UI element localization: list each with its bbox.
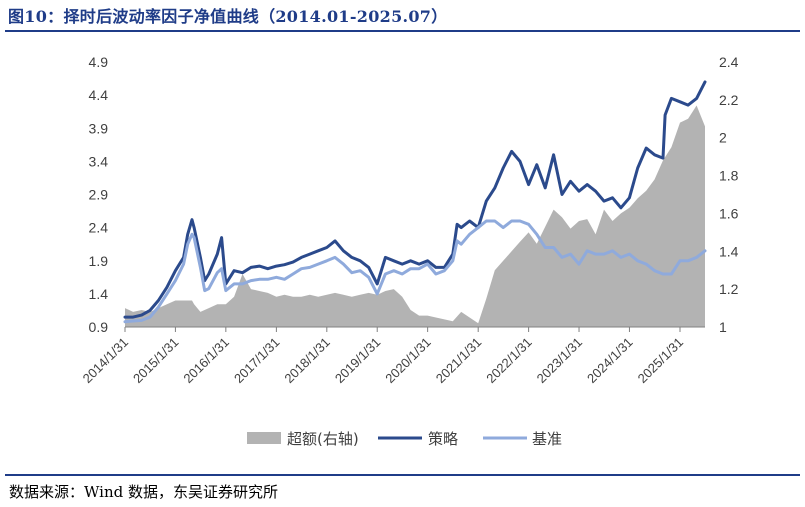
y-left-tick-label: 0.9 [89, 319, 109, 335]
x-tick-label: 2024/1/31 [584, 335, 636, 387]
x-tick-label: 2021/1/31 [433, 335, 485, 387]
benchmark-line [123, 219, 707, 324]
x-tick-label: 2023/1/31 [534, 335, 586, 387]
x-tick-label: 2016/1/31 [180, 335, 232, 387]
x-tick-label: 2020/1/31 [382, 335, 434, 387]
legend-label: 超额(右轴) [287, 430, 359, 448]
legend-label: 基准 [532, 430, 562, 448]
y-left-tick-label: 1.9 [89, 253, 109, 269]
y-right-tick-label: 2.4 [719, 54, 739, 70]
y-left-tick-label: 4.4 [89, 87, 109, 103]
title-rule [5, 30, 800, 32]
x-tick-label: 2025/1/31 [635, 335, 687, 387]
source-rule [5, 474, 800, 476]
x-tick-label: 2014/1/31 [80, 335, 132, 387]
line-series-layer [123, 80, 707, 324]
excess-area [125, 105, 705, 327]
x-tick-label: 2018/1/31 [281, 335, 333, 387]
y-axis-left: 0.9 1.4 1.9 2.4 2.9 3.4 3.9 4.4 4.9 [89, 54, 109, 335]
x-tick-label: 2015/1/31 [130, 335, 182, 387]
y-left-tick-label: 3.4 [89, 153, 109, 169]
y-left-tick-label: 4.9 [89, 54, 109, 70]
x-tick-label: 2017/1/31 [231, 335, 283, 387]
x-tick-label: 2022/1/31 [483, 335, 535, 387]
y-right-tick-label: 1.8 [719, 168, 739, 184]
y-left-tick-label: 3.9 [89, 120, 109, 136]
strategy-line [123, 80, 707, 319]
y-right-tick-label: 2 [719, 130, 727, 146]
y-left-tick-label: 1.4 [89, 286, 109, 302]
legend: 超额(右轴) 策略 基准 [247, 430, 562, 448]
legend-swatch-excess [247, 432, 281, 444]
figure-title: 图10：择时后波动率因子净值曲线（2014.01-2025.07） [8, 7, 448, 26]
y-left-tick-label: 2.9 [89, 187, 109, 203]
x-tick-label: 2019/1/31 [332, 335, 384, 387]
y-axis-right: 1 1.2 1.4 1.6 1.8 2 2.2 2.4 [719, 54, 739, 335]
y-right-tick-label: 1 [719, 319, 727, 335]
legend-label: 策略 [428, 430, 458, 448]
y-right-tick-label: 2.2 [719, 92, 739, 108]
y-left-tick-label: 2.4 [89, 220, 109, 236]
source-note: 数据来源：Wind 数据，东吴证券研究所 [9, 483, 278, 501]
y-right-tick-label: 1.6 [719, 205, 739, 221]
excess-area-layer [125, 105, 705, 327]
y-right-tick-label: 1.4 [719, 243, 739, 259]
y-right-tick-label: 1.2 [719, 281, 739, 297]
